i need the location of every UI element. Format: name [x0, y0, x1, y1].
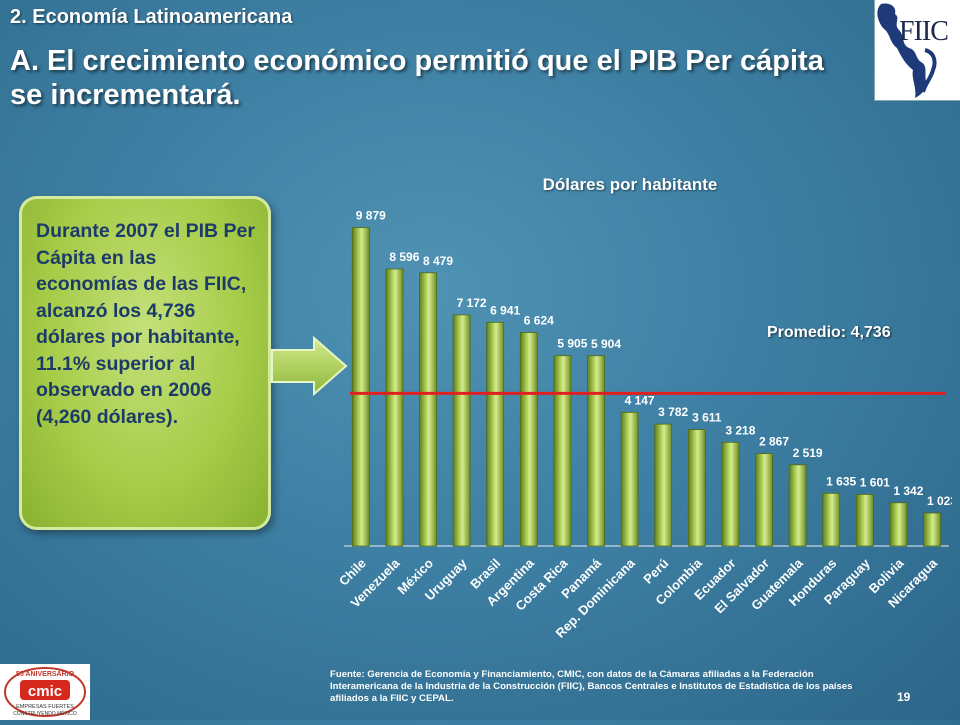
summary-callout: Durante 2007 el PIB Per Cápita en las ec… [19, 196, 271, 530]
value-label: 1 342 [893, 484, 923, 498]
bar-chile [351, 227, 370, 547]
bar-honduras [822, 492, 841, 547]
value-label: 4 147 [625, 393, 655, 407]
value-label: 2 519 [793, 446, 823, 460]
chart-title: Dólares por habitante [542, 175, 718, 194]
bar-el-salvador [755, 453, 773, 547]
value-label: 9 879 [356, 209, 386, 223]
bar-panam- [587, 355, 605, 547]
bar-m-xico [419, 272, 437, 547]
cmic-logo: 55 ANIVERSARIO cmic EMPRESAS FUERTES CON… [0, 664, 90, 720]
page-number: 19 [897, 690, 911, 704]
cmic-anniversary: 55 ANIVERSARIO [16, 671, 75, 678]
value-label: 3 611 [692, 411, 722, 425]
value-label: 6 624 [524, 314, 554, 328]
cmic-tagline-2: CONSTRUYENDO MÉXICO [13, 710, 77, 717]
cmic-name: cmic [28, 683, 62, 700]
value-label: 3 218 [725, 423, 755, 437]
value-label: 6 941 [490, 303, 520, 317]
bar-nicaragua [923, 512, 941, 547]
value-label: 1 601 [860, 475, 890, 489]
bar-guatemala [788, 464, 807, 547]
bar-rep-dominicana [620, 411, 639, 547]
callout-text: Durante 2007 el PIB Per Cápita en las ec… [36, 220, 255, 428]
bar-brasil [486, 321, 505, 547]
value-label: 1 023 [927, 494, 952, 508]
slide-title: A. El crecimiento económico permitió que… [10, 45, 824, 111]
bar-paraguay [855, 494, 874, 547]
fiic-logo: FIIC [874, 0, 960, 101]
cmic-logo-graphic: 55 ANIVERSARIO cmic EMPRESAS FUERTES CON… [4, 667, 86, 717]
section-heading: 2. Economía Latinoamericana [10, 6, 293, 28]
value-label: 3 782 [658, 405, 688, 419]
americas-map-icon [877, 3, 937, 98]
value-label: 5 905 [557, 337, 587, 351]
bar-bolivia [889, 502, 908, 547]
bar-per- [654, 423, 673, 547]
bar-costa-rica [553, 355, 572, 547]
value-label: 8 479 [423, 254, 453, 268]
right-arrow-icon [271, 336, 348, 396]
fiic-logo-text: FIIC [899, 16, 949, 47]
bar-venezuela [385, 268, 404, 547]
value-label: 2 867 [759, 435, 789, 449]
value-label: 8 596 [389, 250, 419, 264]
cmic-tagline-1: EMPRESAS FUERTES [16, 704, 74, 710]
bar-argentina [519, 332, 538, 547]
average-label: Promedio: 4,736 [767, 324, 891, 341]
value-label: 5 904 [591, 337, 621, 351]
bar-ecuador [721, 441, 740, 547]
bar-colombia [687, 429, 706, 547]
value-label: 1 635 [826, 474, 856, 488]
source-note: Fuente: Gerencia de Economía y Financiam… [330, 669, 853, 704]
bar-uruguay [452, 314, 471, 547]
value-label: 7 172 [457, 296, 487, 310]
